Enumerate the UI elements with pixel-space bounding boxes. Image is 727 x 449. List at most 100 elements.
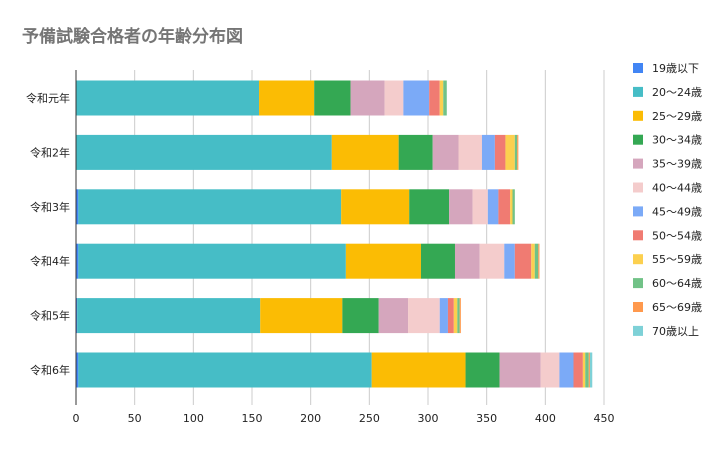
bar-segment [504, 243, 515, 279]
legend-label: 65～69歳 [652, 301, 702, 314]
bar-segment [472, 189, 488, 225]
bar-segment [514, 243, 532, 279]
legend-label: 70歳以上 [652, 325, 699, 338]
bar-segment [384, 80, 404, 116]
bar-segment [454, 243, 480, 279]
x-tick-label: 0 [73, 412, 80, 425]
legend-label: 60～64歳 [652, 277, 702, 290]
x-tick-label: 300 [418, 412, 439, 425]
legend-swatch [633, 302, 643, 312]
bar-segment [479, 243, 505, 279]
bar-segment [447, 298, 454, 334]
legend-swatch [633, 110, 643, 121]
bar-segment [378, 298, 409, 334]
bar-segment [260, 298, 343, 334]
legend-label: 25～29歳 [652, 110, 702, 123]
bar-segment [371, 352, 466, 388]
legend-label: 30～34歳 [652, 134, 702, 147]
bar-segment [582, 352, 586, 388]
bar-segment [409, 189, 450, 225]
bar-segment [345, 243, 421, 279]
bar-segment [487, 189, 499, 225]
bar-segment [534, 243, 539, 279]
bar-segment [76, 298, 78, 334]
bar-segment [458, 134, 482, 170]
x-tick-label: 50 [128, 412, 142, 425]
bar-segment [559, 352, 574, 388]
bar-segment [573, 352, 583, 388]
bar-segment [76, 352, 79, 388]
bar-segment [457, 298, 460, 334]
bar-segment [439, 80, 444, 116]
bar-segment [76, 243, 79, 279]
legend-swatch [633, 254, 643, 265]
bar-segment [429, 80, 440, 116]
bar-segment [420, 243, 455, 279]
bar-segment [350, 80, 385, 116]
bar-segment [259, 80, 315, 116]
bar-segment [449, 189, 473, 225]
category-label: 令和4年 [30, 254, 70, 268]
bar-segment [499, 352, 541, 388]
bar-segment [76, 80, 260, 116]
bar-segment [494, 134, 506, 170]
bar-segment [76, 189, 79, 225]
chart-title: 予備試験合格者の年齢分布図 [22, 27, 243, 47]
category-label: 令和3年 [30, 200, 70, 214]
bar-segment [538, 243, 540, 279]
bar-segment [505, 134, 515, 170]
legend-swatch [633, 325, 643, 336]
bar-segment [78, 189, 342, 225]
bar-segment [585, 352, 589, 388]
legend-label: 45～49歳 [652, 205, 702, 218]
bar-segment [398, 134, 433, 170]
legend-swatch [633, 230, 643, 241]
bar-segment [331, 134, 399, 170]
category-label: 令和6年 [30, 363, 70, 377]
bar-segment [510, 189, 513, 225]
bar-segment [342, 298, 379, 334]
bar-segment [512, 189, 515, 225]
legend-swatch [633, 86, 643, 97]
bar-segment [78, 243, 346, 279]
category-label: 令和5年 [30, 309, 70, 323]
legend-label: 35～39歳 [652, 158, 702, 171]
legend-label: 19歳以下 [652, 62, 699, 75]
bar-segment [341, 189, 410, 225]
bar-segment [588, 352, 590, 388]
legend-label: 20～24歳 [652, 86, 702, 99]
legend-label: 40～44歳 [652, 182, 702, 195]
x-tick-label: 150 [242, 412, 263, 425]
bar-segment [76, 134, 332, 170]
bar-segment [408, 298, 440, 334]
x-tick-label: 100 [183, 412, 204, 425]
bar-segment [517, 134, 519, 170]
bar-segment [443, 80, 447, 116]
bar-segment [498, 189, 511, 225]
legend-label: 50～54歳 [652, 229, 702, 242]
legend-swatch [633, 63, 643, 73]
bar-segment [439, 298, 448, 334]
bar-segment [453, 298, 458, 334]
bar-segment [78, 352, 372, 388]
bar-segment [403, 80, 430, 116]
legend-swatch [633, 158, 643, 169]
bar-segment [514, 134, 518, 170]
x-tick-label: 450 [594, 412, 615, 425]
x-tick-label: 350 [476, 412, 497, 425]
legend-swatch [633, 278, 643, 289]
legend-swatch [633, 134, 643, 145]
bar-segment [531, 243, 535, 279]
category-label: 令和元年 [26, 91, 70, 105]
legend-swatch [633, 182, 643, 193]
legend-label: 55～59歳 [652, 253, 702, 266]
bar-segment [314, 80, 351, 116]
category-label: 令和2年 [30, 145, 70, 159]
bar-segment [459, 298, 461, 334]
bar-segment [465, 352, 500, 388]
bar-segment [540, 352, 560, 388]
bar-segment [589, 352, 593, 388]
bar-segment [432, 134, 459, 170]
bar-segment [77, 298, 261, 334]
